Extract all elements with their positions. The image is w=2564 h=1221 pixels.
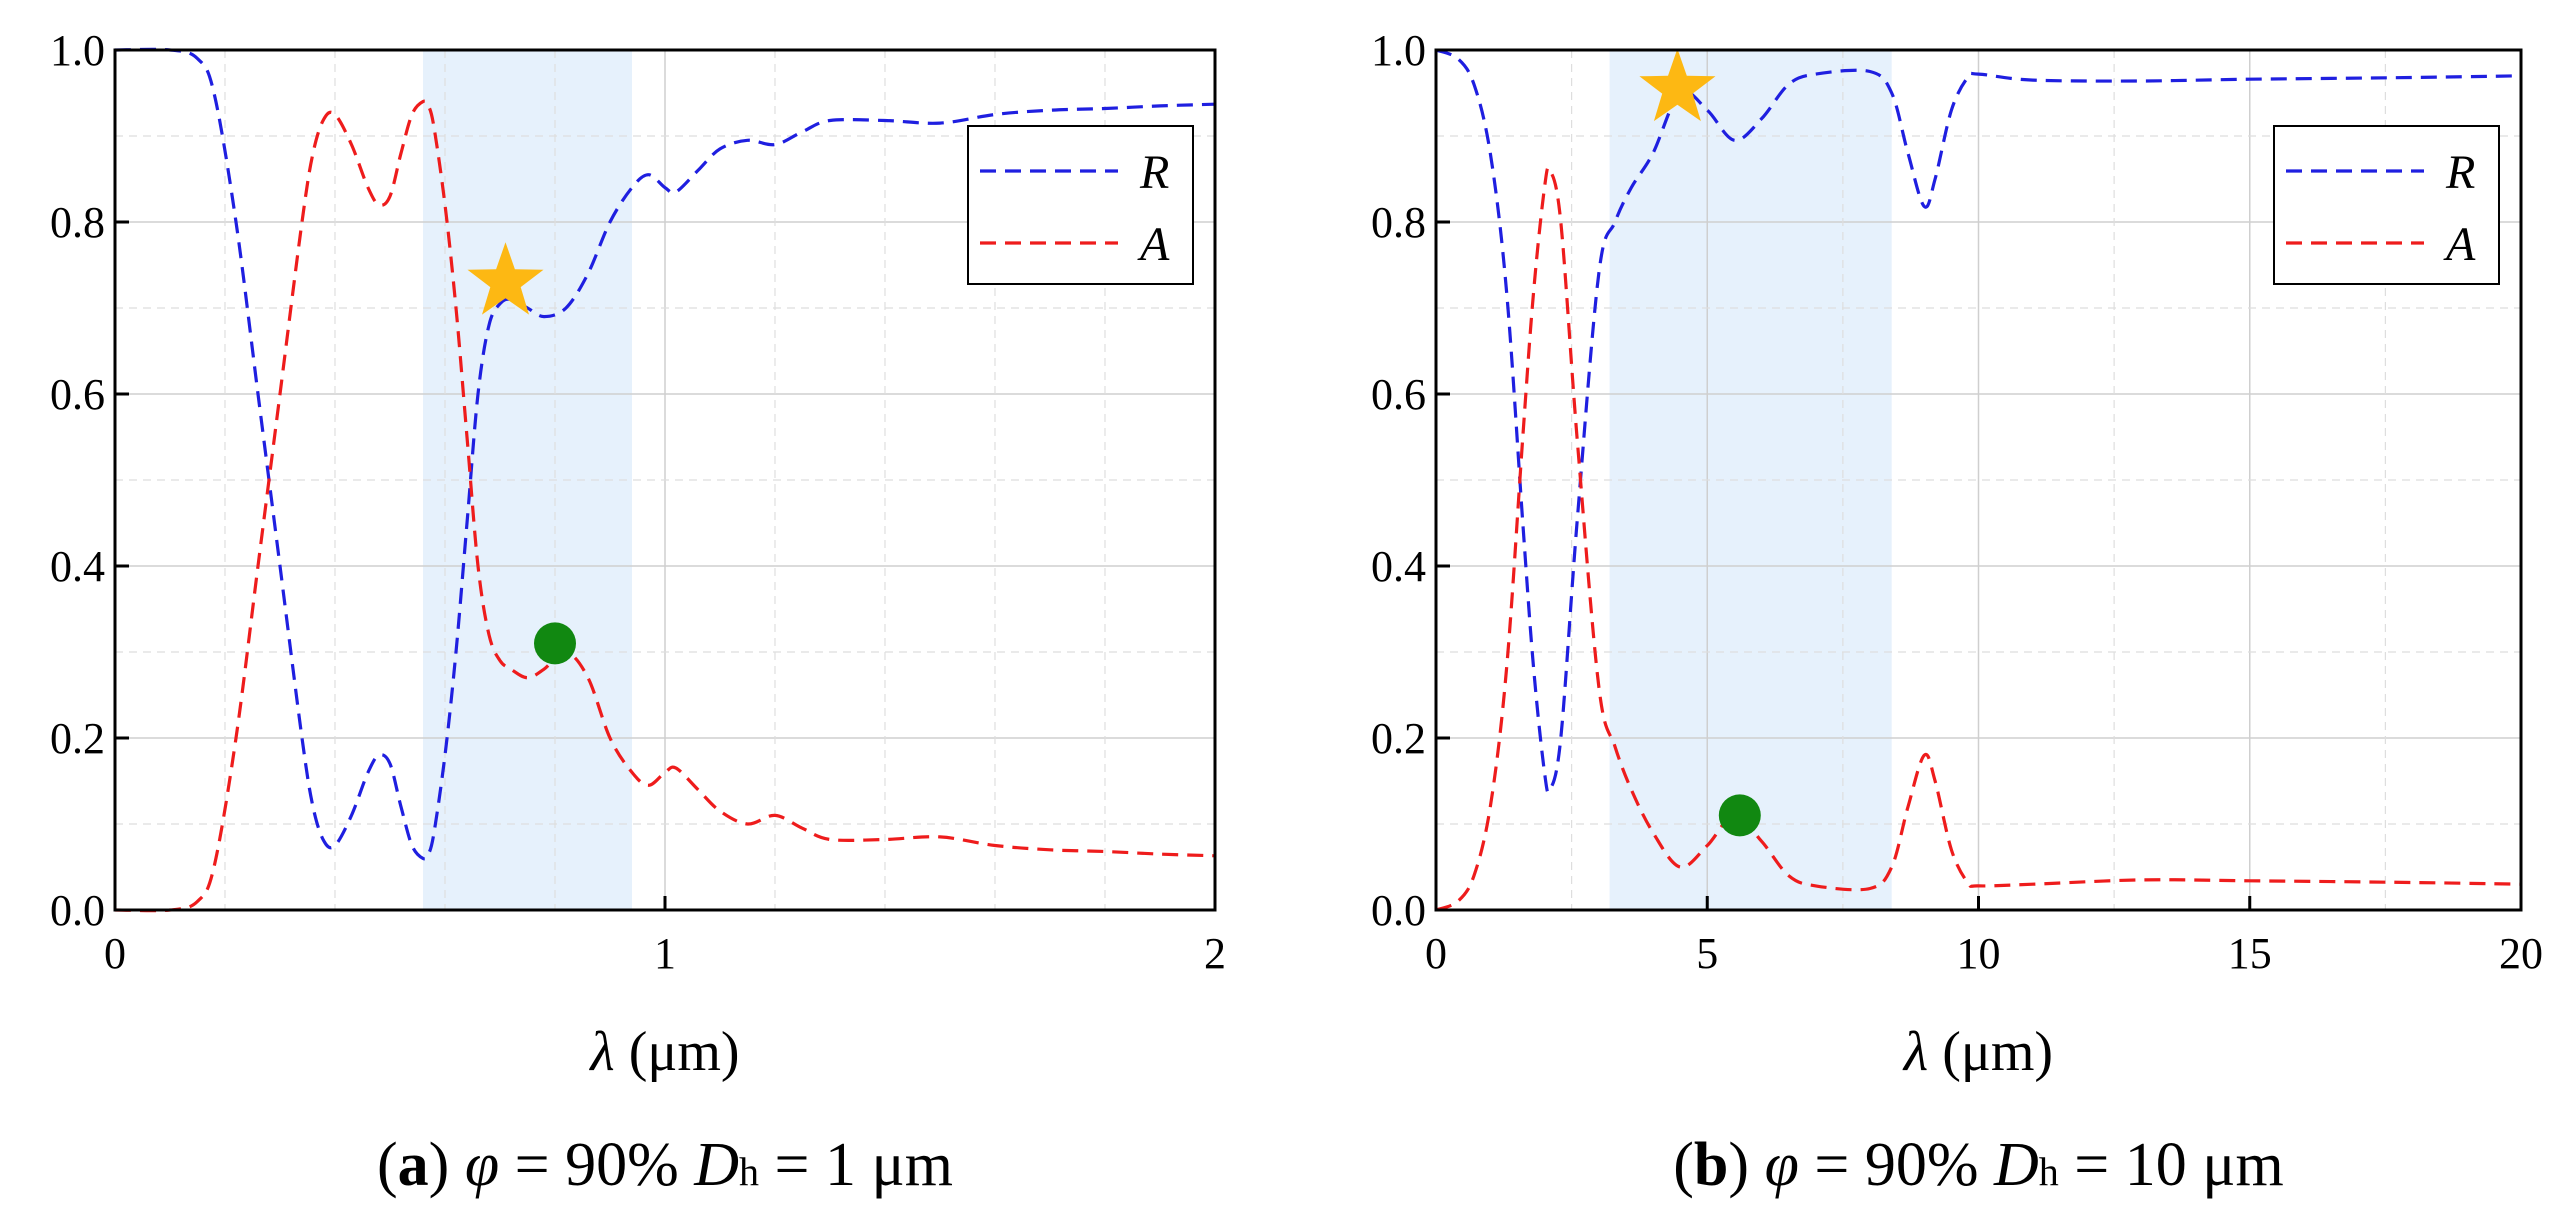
- x-axis-unit-b: (μm): [1928, 1021, 2053, 1083]
- caption-d-text-a: = 1 μm: [759, 1131, 953, 1199]
- circle-marker-b: [1718, 794, 1761, 837]
- y-tick-label: 1.0: [1371, 26, 1426, 75]
- legend-box-a: [967, 125, 1194, 285]
- star-marker-a: [467, 242, 544, 315]
- x-tick-label: 15: [2228, 929, 2272, 978]
- y-tick-label: 0.0: [50, 886, 105, 935]
- y-tick-label: 0.6: [1371, 370, 1426, 419]
- grid-b: [1436, 50, 2521, 910]
- series-b: [1435, 48, 2522, 912]
- caption-label-a: a: [398, 1131, 429, 1199]
- legend-a: R A: [967, 125, 1194, 285]
- markers-a: [467, 242, 576, 665]
- caption-phi-a: φ: [465, 1131, 499, 1199]
- x-axis-symbol-b: λ: [1902, 1021, 1928, 1083]
- ticks-a: 0 1 2 0.0 0.2 0.4 0.6 0.8 1.0: [50, 26, 1226, 978]
- y-tick-label: 0.2: [50, 714, 105, 763]
- y-tick-label: 0.4: [1371, 542, 1426, 591]
- caption-phi-text-a: = 90%: [499, 1131, 694, 1199]
- caption-phi-b: φ: [1765, 1131, 1799, 1199]
- legend-label-a: A: [1137, 218, 1170, 271]
- x-axis-unit-a: (μm): [615, 1021, 740, 1083]
- legend-label-a: A: [2443, 218, 2476, 271]
- markers-b: [1639, 48, 1761, 837]
- legend-box-b: [2273, 125, 2500, 285]
- panel-a: 0 1 2 0.0 0.2 0.4 0.6 0.8 1.0 R A λ (μm) (a) φ =…: [50, 26, 1226, 1199]
- x-tick-label: 0: [104, 929, 126, 978]
- series-r-line-b: [1435, 48, 2522, 794]
- caption-close-paren-a: ): [429, 1131, 465, 1199]
- x-tick-label: 20: [2499, 929, 2543, 978]
- y-tick-label: 1.0: [50, 26, 105, 75]
- circle-marker-a: [534, 622, 576, 665]
- x-axis-symbol-a: λ: [588, 1021, 614, 1083]
- legend-label-r: R: [2445, 146, 2475, 199]
- caption-b: (b) φ = 90% Dh = 10 μm: [1673, 1131, 2283, 1199]
- legend-label-r: R: [1139, 146, 1169, 199]
- caption-a: (a) φ = 90% Dh = 1 μm: [377, 1131, 953, 1199]
- x-axis-label-b: λ (μm): [1902, 1021, 2053, 1083]
- y-tick-label: 0.0: [1371, 886, 1426, 935]
- caption-d-sub-b: h: [2039, 1149, 2059, 1194]
- panel-b: 0 5 10 15 20 0.0 0.2 0.4 0.6 0.8 1.0 R A λ (μm) (b…: [1371, 26, 2543, 1199]
- caption-label-b: b: [1694, 1131, 1728, 1199]
- y-tick-label: 0.8: [50, 198, 105, 247]
- caption-close-paren-b: ): [1728, 1131, 1764, 1199]
- series-a-line-a: [114, 99, 1216, 913]
- caption-open-paren-a: (: [377, 1131, 398, 1199]
- caption-d-b: D: [1993, 1131, 2039, 1199]
- star-marker-b: [1639, 48, 1716, 122]
- x-tick-label: 2: [1204, 929, 1226, 978]
- caption-d-text-b: = 10 μm: [2059, 1131, 2284, 1199]
- legend-b: R A: [2273, 125, 2500, 285]
- series-a-line-b: [1435, 166, 2522, 912]
- caption-open-paren-b: (: [1673, 1131, 1694, 1199]
- series-a: [114, 47, 1216, 913]
- y-tick-label: 0.2: [1371, 714, 1426, 763]
- x-tick-label: 10: [1957, 929, 2001, 978]
- y-tick-label: 0.4: [50, 542, 105, 591]
- y-tick-label: 0.6: [50, 370, 105, 419]
- caption-phi-text-b: = 90%: [1799, 1131, 1994, 1199]
- x-tick-label: 1: [654, 929, 676, 978]
- caption-d-a: D: [693, 1131, 739, 1199]
- series-r-line-a: [114, 47, 1216, 861]
- caption-d-sub-a: h: [739, 1149, 759, 1194]
- x-tick-label: 0: [1425, 929, 1447, 978]
- x-axis-label-a: λ (μm): [588, 1021, 739, 1083]
- y-tick-label: 0.8: [1371, 198, 1426, 247]
- x-tick-label: 5: [1696, 929, 1718, 978]
- ticks-b: 0 5 10 15 20 0.0 0.2 0.4 0.6 0.8 1.0: [1371, 26, 2543, 978]
